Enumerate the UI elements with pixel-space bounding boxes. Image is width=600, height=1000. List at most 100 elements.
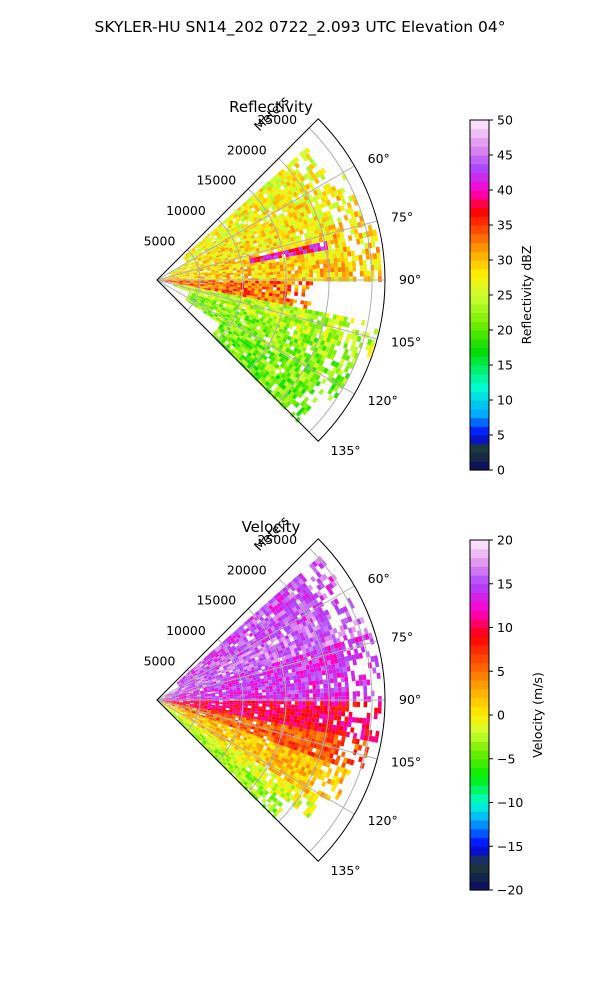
velocity-cell (200, 705, 205, 707)
velocity-cell (231, 645, 236, 650)
velocity-cell (164, 698, 169, 700)
velocity-cell (199, 675, 204, 679)
reflectivity-cell (273, 274, 277, 278)
reflectivity-cell (197, 298, 202, 302)
reflectivity-cell (216, 291, 220, 294)
reflectivity-cell (235, 293, 240, 296)
reflectivity-cell (204, 254, 208, 258)
reflectivity-cell (189, 271, 194, 274)
reflectivity-cell (172, 272, 176, 275)
reflectivity-cell (301, 346, 307, 353)
reflectivity-cell (329, 258, 334, 264)
velocity-cell (279, 714, 284, 718)
reflectivity-cell (208, 256, 213, 259)
reflectivity-cell (164, 280, 169, 282)
reflectivity-cell (280, 271, 284, 275)
reflectivity-cell (230, 327, 236, 331)
velocity-cell (273, 691, 277, 695)
reflectivity-cell (177, 284, 181, 286)
velocity-cell (206, 673, 211, 677)
reflectivity-cell (237, 276, 241, 279)
velocity-cell (276, 591, 282, 598)
velocity-cell (225, 706, 230, 709)
velocity-cell (260, 717, 265, 721)
reflectivity-cell (191, 286, 196, 289)
reflectivity-cell (278, 217, 284, 223)
reflectivity-cell (218, 312, 223, 316)
velocity-cell (168, 698, 173, 699)
velocity-cell (305, 705, 310, 710)
velocity-cell (245, 654, 250, 659)
reflectivity-cell (222, 287, 226, 290)
velocity-cell (229, 704, 234, 707)
velocity-cell (317, 612, 324, 619)
reflectivity-cell (182, 277, 187, 279)
reflectivity-cell (251, 285, 256, 289)
reflectivity-colorbar-tick-label: 40 (497, 183, 513, 198)
reflectivity-cell (262, 198, 268, 204)
velocity-cell (200, 702, 205, 705)
velocity-cell (202, 681, 207, 685)
velocity-cell (245, 719, 250, 723)
reflectivity-cell (218, 290, 222, 293)
velocity-cell (338, 696, 342, 702)
velocity-cell (374, 707, 378, 714)
reflectivity-cell (246, 336, 251, 341)
velocity-cell (201, 715, 206, 718)
reflectivity-cell (199, 254, 204, 257)
reflectivity-cell (226, 312, 232, 316)
reflectivity-cell (172, 280, 176, 282)
velocity-cell (230, 675, 235, 679)
velocity-cell (253, 646, 259, 651)
velocity-cell (289, 608, 295, 615)
reflectivity-cell (257, 294, 262, 298)
reflectivity-cell (377, 258, 382, 265)
velocity-cell (292, 737, 297, 743)
reflectivity-cell (186, 297, 190, 301)
reflectivity-cell (284, 249, 289, 254)
reflectivity-cell (265, 269, 270, 273)
velocity-cell (319, 633, 325, 639)
velocity-cell (294, 663, 299, 669)
velocity-cell (280, 687, 284, 692)
velocity-cell (373, 655, 379, 662)
reflectivity-cell (280, 341, 286, 346)
reflectivity-cell (368, 345, 374, 352)
reflectivity-cell (238, 209, 244, 214)
velocity-cell (204, 704, 209, 706)
reflectivity-cell (199, 269, 204, 272)
reflectivity-cell (309, 281, 314, 286)
reflectivity-cell (326, 210, 332, 216)
reflectivity-cell (219, 245, 224, 249)
velocity-cell (276, 668, 281, 673)
reflectivity-cell (316, 204, 322, 210)
velocity-cell (187, 683, 191, 686)
velocity-cell (290, 711, 295, 716)
velocity-cell (308, 612, 314, 619)
reflectivity-cell (205, 243, 210, 247)
velocity-cell (273, 672, 279, 677)
reflectivity-cell (221, 248, 226, 252)
velocity-cell (201, 673, 206, 676)
reflectivity-cell (244, 285, 248, 288)
velocity-cell (168, 701, 172, 703)
velocity-cell (249, 680, 254, 684)
velocity-cell (235, 638, 240, 643)
velocity-cell (173, 707, 178, 710)
velocity-cell (301, 600, 307, 607)
reflectivity-cell (172, 281, 176, 283)
velocity-cell (284, 643, 289, 648)
velocity-cell (249, 627, 255, 633)
reflectivity-cell (180, 287, 184, 289)
reflectivity-cell (204, 276, 209, 278)
velocity-cell (268, 715, 273, 720)
reflectivity-cell (243, 229, 249, 234)
velocity-cell (247, 695, 252, 699)
reflectivity-cell (347, 235, 353, 241)
reflectivity-cell (306, 386, 313, 393)
reflectivity-cell (286, 389, 292, 395)
velocity-cell (255, 722, 260, 726)
velocity-cell (315, 768, 321, 774)
reflectivity-cell (289, 298, 294, 303)
